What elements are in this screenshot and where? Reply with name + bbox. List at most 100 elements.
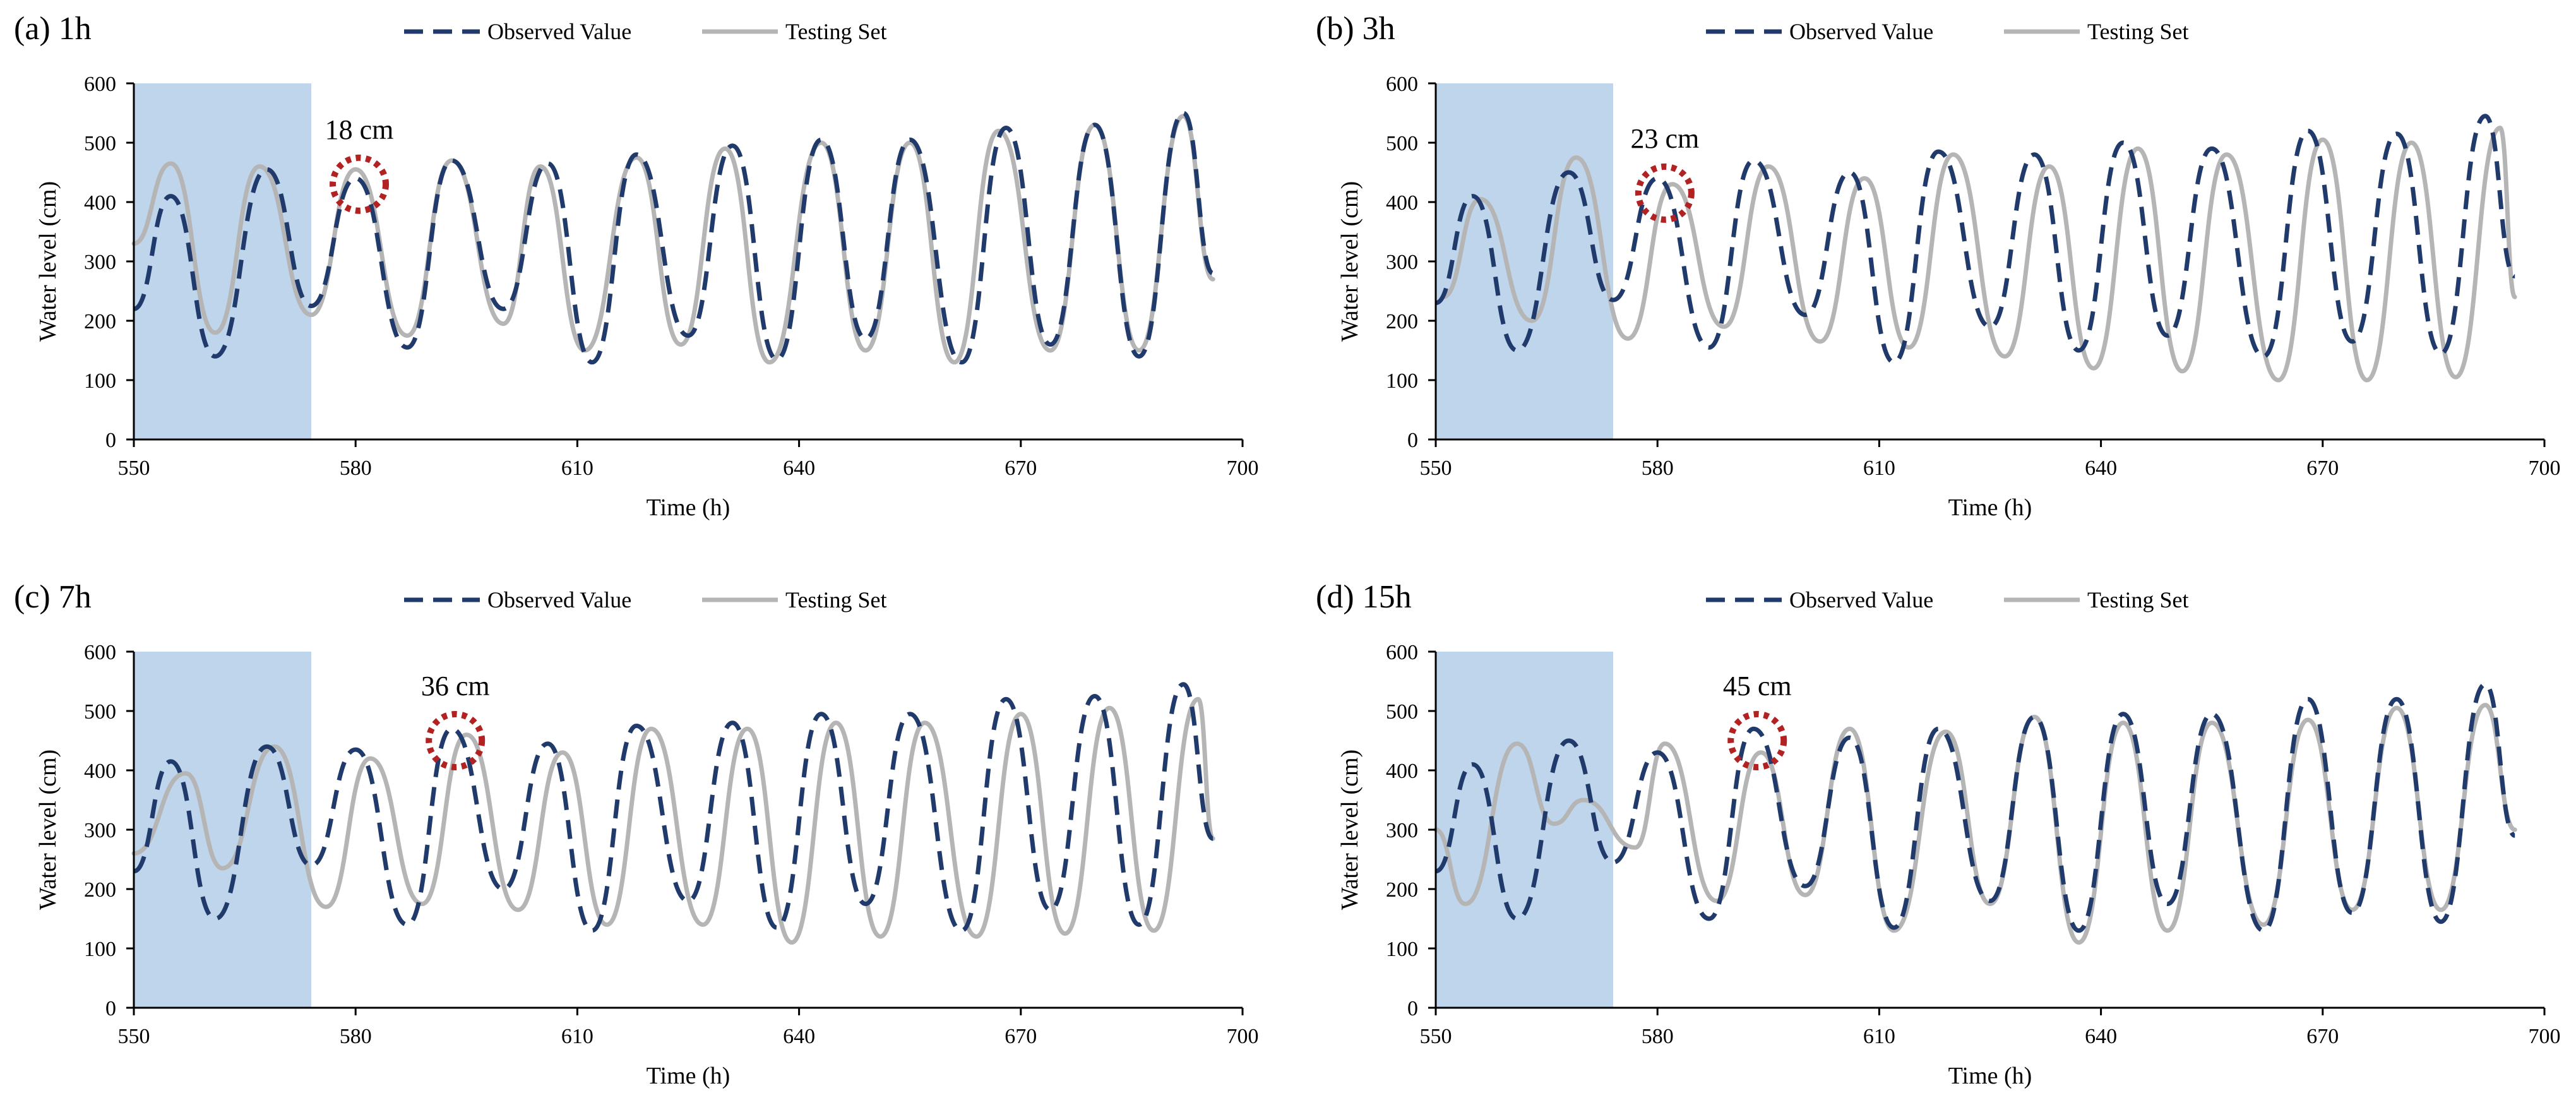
x-tick-label: 580 [340,457,372,480]
x-tick-label: 640 [783,457,815,480]
y-tick-label: 300 [1386,251,1418,274]
x-tick-label: 700 [2529,457,2561,480]
y-tick-label: 200 [84,878,116,902]
x-tick-label: 670 [2306,1025,2339,1048]
chart-panel-2: 550 580 610 640 670 700 0 100 200 300 400 500 600 Tim… [1316,11,2561,521]
legend-label-observed-value: Observed Value [1789,587,1933,612]
series-line-observed-value [133,110,1214,365]
y-axis-title: Water level (cm) [1337,181,1363,342]
y-tick-label: 100 [1386,369,1418,393]
y-tick-label: 500 [1386,132,1418,155]
y-tick-label: 100 [1386,938,1418,961]
shaded-region [134,83,311,439]
x-tick-label: 670 [1005,457,1037,480]
x-axis-title: Time (h) [647,494,730,521]
legend-label-testing-set: Testing Set [785,19,886,44]
y-tick-label: 500 [1386,700,1418,724]
x-tick-label: 580 [1642,457,1674,480]
x-axis-title: Time (h) [1948,494,2032,521]
y-tick-label: 500 [84,132,116,155]
x-tick-label: 640 [2085,457,2117,480]
x-tick-label: 610 [1863,1025,1895,1048]
error-highlight-circle [330,154,390,214]
legend-label-observed-value: Observed Value [1789,19,1933,44]
y-tick-label: 0 [105,429,116,452]
legend: Observed Value Testing Set [404,587,886,612]
y-tick-label: 200 [1386,310,1418,333]
y-tick-label: 200 [84,310,116,333]
error-annotation-label: 23 cm [1631,123,1700,154]
y-tick-label: 0 [1407,429,1418,452]
chart-panel-1: 550 580 610 640 670 700 0 100 200 300 400 500 600 Tim… [14,11,1259,521]
panel-title: (c) 7h [14,579,92,615]
x-axis-title: Time (h) [647,1063,730,1089]
legend-label-testing-set: Testing Set [2087,19,2188,44]
panel-title: (b) 3h [1316,11,1395,47]
legend-label-observed-value: Observed Value [487,19,631,44]
y-tick-label: 400 [1386,191,1418,215]
x-axis-title: Time (h) [1948,1063,2032,1089]
x-tick-label: 700 [1227,457,1259,480]
y-tick-label: 600 [1386,73,1418,96]
y-tick-label: 0 [105,997,116,1020]
y-tick-label: 200 [1386,878,1418,902]
legend: Observed Value Testing Set [1706,587,2188,612]
x-tick-label: 640 [783,1025,815,1048]
y-tick-label: 600 [1386,641,1418,664]
legend-label-testing-set: Testing Set [785,587,886,612]
x-tick-label: 640 [2085,1025,2117,1048]
series-line-observed-value [1434,682,2516,933]
x-tick-label: 550 [118,1025,150,1048]
y-tick-label: 600 [84,641,116,664]
shaded-region [1436,83,1613,439]
series-line-observed-value [1434,114,2516,365]
y-tick-label: 400 [84,760,116,783]
legend: Observed Value Testing Set [404,19,886,44]
panel-title: (a) 1h [14,11,92,47]
y-tick-label: 0 [1407,997,1418,1020]
y-tick-label: 600 [84,73,116,96]
y-tick-label: 400 [84,191,116,215]
chart-panel-3: 550 580 610 640 670 700 0 100 200 300 400 500 600 Tim… [14,579,1259,1089]
series-line-testing-set [1441,126,2517,383]
x-tick-label: 580 [340,1025,372,1048]
y-tick-label: 100 [84,369,116,393]
y-tick-label: 100 [84,938,116,961]
y-axis-title: Water level (cm) [35,181,61,342]
error-highlight-circle [1727,711,1787,770]
shaded-region [1436,652,1613,1008]
chart-panel-4: 550 580 610 640 670 700 0 100 200 300 400 500 600 Tim… [1316,579,2561,1089]
error-annotation-label: 45 cm [1723,671,1792,702]
x-tick-label: 550 [1420,1025,1452,1048]
y-tick-label: 400 [1386,760,1418,783]
y-tick-label: 500 [84,700,116,724]
x-tick-label: 670 [2306,457,2339,480]
x-tick-label: 580 [1642,1025,1674,1048]
legend-label-testing-set: Testing Set [2087,587,2188,612]
series-line-testing-set [1433,703,2517,945]
x-tick-label: 610 [561,1025,593,1048]
error-highlight-circle [1635,163,1695,223]
legend-label-observed-value: Observed Value [487,587,631,612]
panel-title: (d) 15h [1316,579,1412,615]
y-tick-label: 300 [84,819,116,842]
series-line-observed-value [133,682,1214,933]
series-line-testing-set [131,696,1215,945]
error-highlight-circle [426,711,486,770]
shaded-region [134,652,311,1008]
y-axis-title: Water level (cm) [35,750,61,910]
x-tick-label: 550 [118,457,150,480]
y-tick-label: 300 [1386,819,1418,842]
x-tick-label: 610 [1863,457,1895,480]
x-tick-label: 550 [1420,457,1452,480]
x-tick-label: 700 [1227,1025,1259,1048]
x-tick-label: 700 [2529,1025,2561,1048]
y-tick-label: 300 [84,251,116,274]
x-tick-label: 610 [561,457,593,480]
y-axis-title: Water level (cm) [1337,750,1363,910]
error-annotation-label: 36 cm [421,671,490,702]
legend: Observed Value Testing Set [1706,19,2188,44]
x-tick-label: 670 [1005,1025,1037,1048]
